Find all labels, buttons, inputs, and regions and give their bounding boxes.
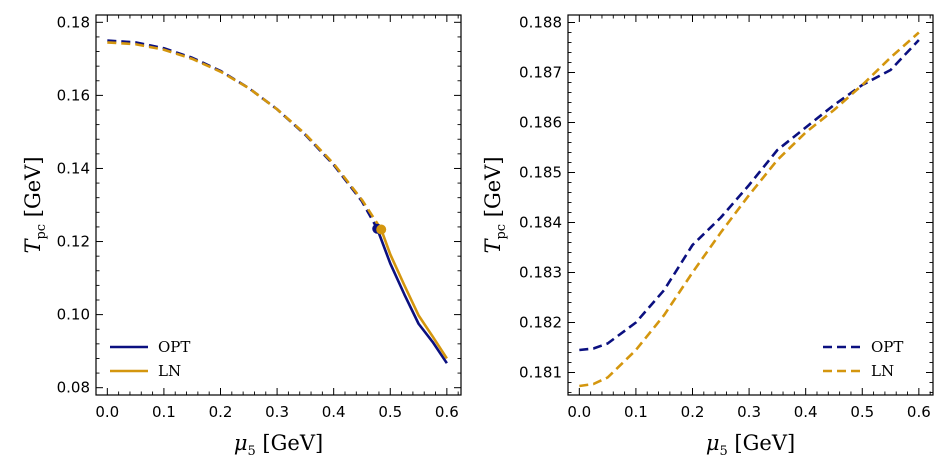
y-axis-label: Tpc [GeV] — [21, 156, 49, 253]
x-tick-label: 0.2 — [681, 403, 705, 421]
x-tick-label: 0.5 — [850, 403, 874, 421]
plot-frame — [567, 14, 934, 396]
x-tick-label: 0.4 — [794, 403, 818, 421]
left-panel: 0.0 0.1 0.2 0.3 0.4 0.5 0.6 0.08 0.10 0.12 0.14 0.1… — [21, 13, 462, 459]
y-tick-label: 0.18 — [57, 13, 90, 31]
legend-label-opt: OPT — [158, 338, 190, 356]
y-tick-label: 0.10 — [57, 306, 90, 324]
y-tick-label: 0.184 — [519, 214, 562, 232]
x-tick-label: 0.4 — [322, 403, 346, 421]
series-line-opt-dashed — [107, 39, 379, 230]
x-axis-label: μ5 [GeV] — [234, 431, 323, 459]
y-tick-label: 0.187 — [519, 64, 562, 82]
series-line-ln-dashed — [579, 31, 920, 388]
x-tick-label: 0.3 — [737, 403, 761, 421]
y-tick-label: 0.183 — [519, 264, 562, 282]
x-tick-label: 0.1 — [152, 403, 176, 421]
x-tick-label: 0.6 — [907, 403, 931, 421]
critical-point-ln — [376, 224, 387, 235]
right-panel: 0.0 0.1 0.2 0.3 0.4 0.5 0.6 0.181 0.182 0.183 0.18… — [481, 14, 934, 459]
series-line-opt-solid — [376, 228, 448, 364]
series-line-ln-solid — [379, 229, 448, 360]
x-tick-label: 0.0 — [567, 403, 591, 421]
plot-frame — [95, 14, 462, 396]
y-tick-label: 0.182 — [519, 314, 562, 332]
y-tick-label: 0.181 — [519, 364, 562, 382]
x-axis-label: μ5 [GeV] — [706, 431, 795, 459]
legend-label-ln: LN — [158, 362, 181, 380]
legend-label-opt: OPT — [871, 338, 903, 356]
legend-label-ln: LN — [871, 362, 894, 380]
y-tick-label: 0.12 — [57, 233, 90, 251]
y-tick-label: 0.16 — [57, 86, 90, 104]
series-line-ln-dashed — [107, 41, 383, 231]
y-tick-label: 0.08 — [57, 379, 90, 397]
x-tick-label: 0.1 — [624, 403, 648, 421]
y-tick-label: 0.186 — [519, 114, 562, 132]
y-axis-label: Tpc [GeV] — [481, 156, 509, 253]
x-tick-label: 0.6 — [435, 403, 459, 421]
x-tick-label: 0.3 — [265, 403, 289, 421]
series-line-opt-dashed — [579, 39, 920, 352]
x-tick-label: 0.0 — [95, 403, 119, 421]
x-tick-label: 0.5 — [378, 403, 402, 421]
x-tick-label: 0.2 — [209, 403, 233, 421]
y-tick-label: 0.14 — [57, 159, 90, 177]
y-tick-label: 0.185 — [519, 164, 562, 182]
y-tick-label: 0.188 — [519, 14, 562, 32]
